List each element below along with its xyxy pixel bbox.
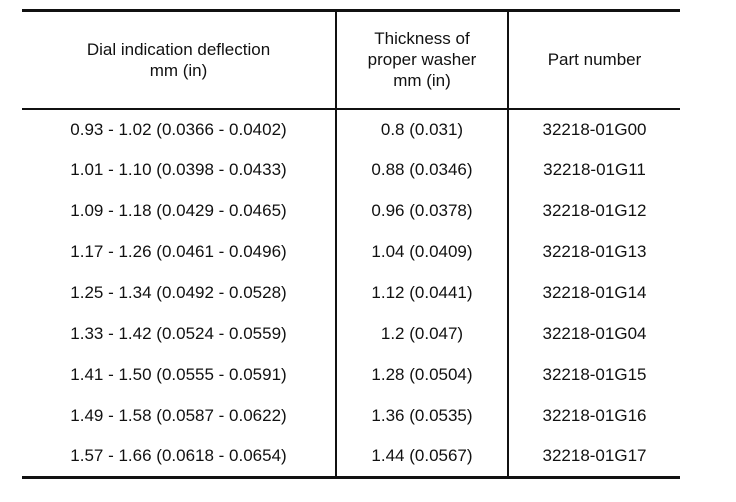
cell-deflection: 1.09 - 1.18 (0.0429 - 0.0465) bbox=[70, 201, 287, 220]
cell-part-number: 32218-01G14 bbox=[507, 272, 680, 314]
header-part-number: Part number bbox=[507, 9, 680, 110]
cell-deflection: 1.57 - 1.66 (0.0618 - 0.0654) bbox=[22, 436, 336, 479]
header-line: Part number bbox=[547, 50, 642, 70]
cell-deflection: 1.49 - 1.58 (0.0587 - 0.0622) bbox=[70, 406, 287, 425]
table-row: 1.33 - 1.42 (0.0524 - 0.0559) 1.2 (0.047… bbox=[22, 313, 680, 355]
cell-part-number: 32218-01G15 bbox=[507, 354, 680, 396]
table-row: 1.57 - 1.66 (0.0618 - 0.0654) 1.44 (0.05… bbox=[22, 436, 680, 479]
cell-part-number: 32218-01G17 bbox=[507, 436, 680, 479]
cell-part-number: 32218-01G16 bbox=[507, 395, 680, 437]
table-row: 1.41 - 1.50 (0.0555 - 0.0591) 1.28 (0.05… bbox=[22, 354, 680, 396]
header-line: Dial indication deflection bbox=[86, 39, 271, 59]
cell-part-number: 32218-01G04 bbox=[507, 313, 680, 355]
cell-washer-thickness: 0.88 (0.0346) bbox=[335, 149, 508, 191]
cell-washer-thickness: 1.12 (0.0441) bbox=[335, 272, 508, 314]
cell-deflection: 1.33 - 1.42 (0.0524 - 0.0559) bbox=[70, 324, 287, 343]
cell-washer-thickness: 1.28 (0.0504) bbox=[335, 354, 508, 396]
header-line: Thickness of bbox=[374, 29, 470, 49]
header-row: Dial indication deflection mm (in) Thick… bbox=[22, 9, 680, 110]
cell-part-number: 32218-01G13 bbox=[507, 231, 680, 273]
table-row: 1.09 - 1.18 (0.0429 - 0.0465) 0.96 (0.03… bbox=[22, 190, 680, 232]
cell-part-number: 32218-01G00 bbox=[507, 108, 680, 150]
cell-washer-thickness: 1.44 (0.0567) bbox=[335, 436, 508, 479]
header-dial-indication-deflection: Dial indication deflection mm (in) bbox=[22, 9, 336, 110]
table-row: 1.17 - 1.26 (0.0461 - 0.0496) 1.04 (0.04… bbox=[22, 231, 680, 273]
cell-washer-thickness: 1.04 (0.0409) bbox=[335, 231, 508, 273]
cell-deflection: 1.25 - 1.34 (0.0492 - 0.0528) bbox=[70, 283, 287, 302]
cell-deflection: 1.01 - 1.10 (0.0398 - 0.0433) bbox=[70, 160, 287, 179]
table-body: 0.93 - 1.02 (0.0366 - 0.0402) 0.8 (0.031… bbox=[22, 108, 680, 479]
table-row: 1.25 - 1.34 (0.0492 - 0.0528) 1.12 (0.04… bbox=[22, 272, 680, 314]
cell-washer-thickness: 0.96 (0.0378) bbox=[335, 190, 508, 232]
table-row: 0.93 - 1.02 (0.0366 - 0.0402) 0.8 (0.031… bbox=[22, 108, 680, 150]
cell-washer-thickness: 1.36 (0.0535) bbox=[335, 395, 508, 437]
table-row: 1.01 - 1.10 (0.0398 - 0.0433) 0.88 (0.03… bbox=[22, 149, 680, 191]
table-row: 1.49 - 1.58 (0.0587 - 0.0622) 1.36 (0.05… bbox=[22, 395, 680, 437]
header-line: mm (in) bbox=[149, 60, 208, 80]
table-header: Dial indication deflection mm (in) Thick… bbox=[22, 9, 680, 110]
cell-washer-thickness: 0.8 (0.031) bbox=[335, 108, 508, 150]
washer-selection-table: Dial indication deflection mm (in) Thick… bbox=[22, 9, 680, 479]
cell-deflection: 1.17 - 1.26 (0.0461 - 0.0496) bbox=[70, 242, 287, 261]
header-line: mm (in) bbox=[393, 71, 451, 91]
header-line: proper washer bbox=[367, 50, 477, 70]
cell-part-number: 32218-01G11 bbox=[507, 149, 680, 191]
cell-deflection: 0.93 - 1.02 (0.0366 - 0.0402) bbox=[70, 119, 287, 139]
cell-washer-thickness: 1.2 (0.047) bbox=[335, 313, 508, 355]
cell-part-number: 32218-01G12 bbox=[507, 190, 680, 232]
header-washer-thickness: Thickness of proper washer mm (in) bbox=[335, 9, 508, 110]
cell-deflection: 1.41 - 1.50 (0.0555 - 0.0591) bbox=[70, 365, 287, 384]
